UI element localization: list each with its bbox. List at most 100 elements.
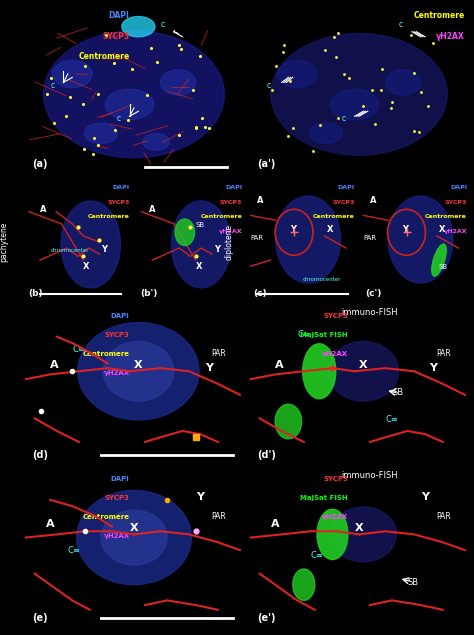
Text: c: c [341, 114, 346, 123]
Ellipse shape [275, 404, 301, 439]
Ellipse shape [385, 70, 421, 95]
Text: Y: Y [214, 244, 220, 253]
Ellipse shape [310, 123, 342, 144]
Ellipse shape [143, 133, 169, 150]
Ellipse shape [101, 510, 167, 565]
Text: C≡: C≡ [310, 551, 323, 560]
Text: PAR: PAR [211, 349, 226, 358]
Ellipse shape [317, 509, 348, 559]
Text: A: A [149, 204, 155, 214]
Text: C≡: C≡ [68, 546, 81, 555]
Ellipse shape [330, 90, 379, 119]
Text: (c): (c) [253, 290, 266, 298]
Text: Centromere: Centromere [313, 214, 355, 219]
Text: c: c [161, 20, 164, 29]
Text: SYCP3: SYCP3 [105, 332, 129, 338]
Text: PAR: PAR [363, 234, 376, 241]
Text: SB: SB [392, 388, 403, 397]
Text: Y: Y [429, 363, 438, 373]
Text: Centromere: Centromere [201, 214, 242, 219]
Text: X: X [83, 262, 90, 271]
Ellipse shape [44, 31, 225, 157]
Text: SYCP3: SYCP3 [102, 32, 129, 41]
Text: DAPI: DAPI [225, 185, 242, 190]
Text: (d'): (d') [257, 450, 276, 460]
Text: SYCP3: SYCP3 [332, 199, 355, 204]
Text: Y: Y [196, 492, 204, 502]
Text: Y: Y [402, 225, 408, 234]
Text: γH2AX: γH2AX [322, 351, 348, 357]
Text: (b'): (b') [140, 290, 158, 298]
Text: diplotene: diplotene [225, 224, 234, 260]
Text: pachytene: pachytene [0, 222, 9, 262]
Ellipse shape [175, 219, 194, 246]
Text: X: X [134, 360, 143, 370]
Text: γH2AX: γH2AX [322, 514, 348, 520]
Ellipse shape [61, 201, 120, 288]
Ellipse shape [330, 507, 396, 562]
Text: γH2AX: γH2AX [103, 533, 129, 539]
Ellipse shape [432, 244, 446, 276]
Ellipse shape [161, 70, 196, 95]
Ellipse shape [277, 60, 317, 88]
Text: MajSat FISH: MajSat FISH [301, 495, 348, 501]
Text: c: c [116, 114, 120, 123]
Text: X: X [129, 523, 138, 533]
Text: (e): (e) [33, 613, 48, 623]
Ellipse shape [78, 323, 199, 420]
Text: Centromere: Centromere [78, 52, 129, 61]
Text: DAPI: DAPI [112, 185, 130, 190]
Text: MajSat FISH: MajSat FISH [301, 332, 348, 338]
Text: PAR: PAR [436, 512, 451, 521]
Text: (d): (d) [33, 450, 48, 460]
Ellipse shape [293, 569, 315, 600]
Text: PAR: PAR [436, 349, 451, 358]
Text: A: A [271, 519, 279, 528]
Text: Centromere: Centromere [414, 11, 465, 20]
Text: (e'): (e') [257, 613, 276, 623]
Text: X: X [327, 225, 333, 234]
Ellipse shape [122, 17, 155, 37]
Text: SYCP3: SYCP3 [220, 199, 242, 204]
Text: γH2AX: γH2AX [444, 229, 467, 234]
Text: X: X [196, 262, 202, 271]
Text: Y: Y [101, 244, 108, 253]
Text: immuno-FISH: immuno-FISH [342, 308, 398, 317]
Text: X: X [439, 225, 446, 234]
Text: DAPI: DAPI [109, 11, 129, 20]
Text: Centromere: Centromere [88, 214, 130, 219]
Text: chromocenter: chromocenter [303, 277, 341, 282]
Ellipse shape [84, 123, 118, 144]
Ellipse shape [303, 344, 336, 399]
Text: PAR: PAR [211, 512, 226, 521]
Text: C≡: C≡ [72, 345, 85, 354]
Text: SYCP3: SYCP3 [323, 313, 348, 319]
Ellipse shape [53, 60, 92, 88]
Ellipse shape [171, 201, 231, 288]
Text: SYCP3: SYCP3 [323, 476, 348, 482]
Text: X: X [355, 523, 363, 533]
Text: γH2AX: γH2AX [103, 370, 129, 376]
Text: X: X [359, 360, 367, 370]
Text: PAR: PAR [251, 234, 264, 241]
Text: DAPI: DAPI [337, 185, 355, 190]
Text: γH2AX: γH2AX [436, 32, 465, 41]
Text: SB: SB [439, 264, 448, 270]
Text: SYCP3: SYCP3 [105, 495, 129, 501]
Text: Centromere: Centromere [82, 514, 129, 520]
Text: c: c [50, 81, 55, 90]
Text: (a): (a) [33, 159, 48, 169]
Text: immuno-FISH: immuno-FISH [342, 471, 398, 480]
Text: C≡: C≡ [297, 330, 310, 338]
Text: SB: SB [408, 578, 419, 587]
Text: c: c [266, 81, 271, 90]
Text: Y: Y [290, 225, 296, 234]
Ellipse shape [328, 342, 399, 401]
Text: c: c [399, 20, 403, 29]
Text: Y: Y [205, 363, 213, 373]
Ellipse shape [271, 34, 447, 155]
Ellipse shape [388, 196, 453, 283]
Text: (b): (b) [28, 290, 43, 298]
Text: A: A [50, 360, 59, 370]
Text: A: A [275, 360, 284, 370]
